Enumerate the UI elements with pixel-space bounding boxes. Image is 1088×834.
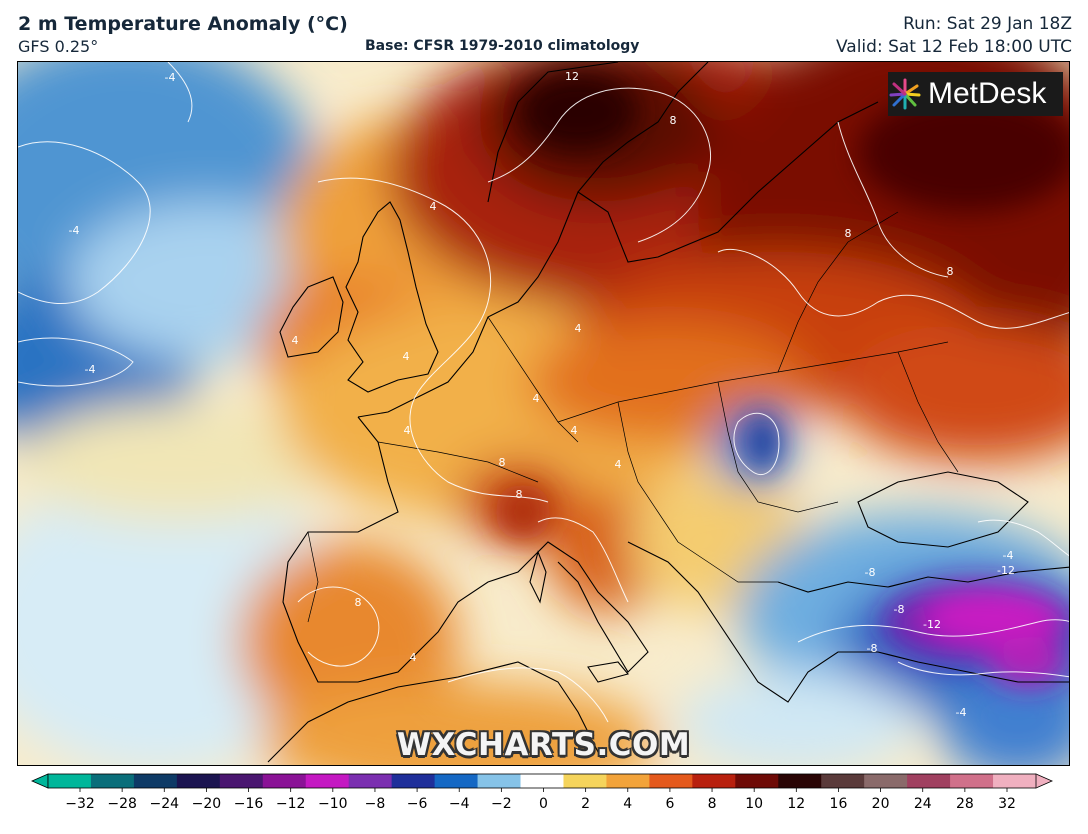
colorbar-segment <box>778 774 822 788</box>
contour-label: -8 <box>894 603 905 616</box>
colorbar-segment <box>735 774 779 788</box>
colorbar-ticks: −32 −28 −24 −20 −16 −12 −10 −8 −6 −4 −2 0 2 4 6 8 10 12 16… <box>65 788 1016 812</box>
colorbar-tick-label: 16 <box>830 796 848 812</box>
colorbar-tick-label: −2 <box>491 796 512 812</box>
contour-label: -12 <box>997 564 1015 577</box>
colorbar-tick-label: 2 <box>581 796 590 812</box>
colorbar-tick-label: −10 <box>318 796 348 812</box>
chart-title: 2 m Temperature Anomaly (°C) <box>18 13 348 35</box>
contour-label: -4 <box>69 224 80 237</box>
colorbar-segment <box>90 774 135 788</box>
valid-time: Valid: Sat 12 Feb 18:00 UTC <box>835 37 1072 57</box>
colorbar-segment <box>520 774 565 788</box>
contour-label: -4 <box>1003 549 1014 562</box>
colorbar-tick-label: 28 <box>956 796 974 812</box>
contour-label: -4 <box>165 71 176 84</box>
contour-label: 8 <box>947 265 954 278</box>
contour-label: 4 <box>615 458 622 471</box>
colorbar-tick-label: 8 <box>708 796 717 812</box>
contour-label: 4 <box>403 350 410 363</box>
colorbar-arrow-right <box>1035 773 1053 789</box>
contour-label: -4 <box>956 706 967 719</box>
colorbar-tick-label: 10 <box>745 796 763 812</box>
colorbar-canvas: −32 −28 −24 −20 −16 −12 −10 −8 −6 −4 −2 0 2 4 6 8 10 12 16… <box>31 773 1053 812</box>
colorbar-tick-label: 0 <box>539 796 548 812</box>
colorbar-arrow-left <box>31 773 49 789</box>
colorbar-tick-label: −8 <box>365 796 386 812</box>
metdesk-logo: MetDesk <box>888 72 1063 116</box>
contour-label: -12 <box>923 618 941 631</box>
colorbar-segment <box>48 774 92 788</box>
colorbar-tick-label: −32 <box>65 796 95 812</box>
coastlines <box>267 62 1069 763</box>
colorbar-segment <box>133 774 178 788</box>
contour-label: -8 <box>867 642 878 655</box>
map-canvas: -4 -4 -4 4 4 4 4 4 4 4 4 4 8 8 8 8 8 8 12 -4 -8 -8 -12 -12 -8 -4 <box>18 62 1069 765</box>
contour-label: -4 <box>85 363 96 376</box>
colorbar-segment <box>434 774 479 788</box>
colorbar-segment <box>864 774 908 788</box>
colorbar-segment <box>821 774 865 788</box>
colorbar-tick-label: 20 <box>872 796 890 812</box>
colorbar-segment <box>907 774 951 788</box>
colorbar-segments <box>31 773 1053 789</box>
contour-label: 4 <box>410 651 417 664</box>
contour-labels: -4 -4 -4 4 4 4 4 4 4 4 4 4 8 8 8 8 8 8 12 -4 -8 -8 -12 -12 -8 -4 <box>69 70 1015 719</box>
contour-label: 4 <box>533 392 540 405</box>
country-borders <box>307 211 959 623</box>
contour-label: 12 <box>565 70 579 83</box>
contour-lines <box>18 62 1069 723</box>
colorbar: −32 −28 −24 −20 −16 −12 −10 −8 −6 −4 −2 0 2 4 6 8 10 12 16… <box>0 770 1088 830</box>
colorbar-segment <box>692 774 736 788</box>
contour-label: -8 <box>865 566 876 579</box>
wxcharts-watermark: WXCHARTS.COM <box>396 727 691 763</box>
colorbar-tick-label: −6 <box>407 796 428 812</box>
colorbar-segment <box>563 774 608 788</box>
anomaly-cores <box>495 72 1069 687</box>
colorbar-tick-label: −12 <box>276 796 306 812</box>
colorbar-tick-label: −20 <box>192 796 222 812</box>
contour-label: 4 <box>404 424 411 437</box>
contour-label: 4 <box>430 200 437 213</box>
colorbar-tick-label: 24 <box>914 796 932 812</box>
colorbar-segment <box>262 774 307 788</box>
colorbar-segment <box>176 774 221 788</box>
colorbar-segment <box>477 774 522 788</box>
colorbar-tick-label: −28 <box>107 796 137 812</box>
run-time: Run: Sat 29 Jan 18Z <box>903 14 1072 34</box>
colorbar-tick-label: 32 <box>998 796 1016 812</box>
colorbar-segment <box>649 774 693 788</box>
colorbar-tick-label: −16 <box>234 796 264 812</box>
colorbar-frame <box>47 773 1037 789</box>
colorbar-tick-label: −4 <box>449 796 470 812</box>
model-name: GFS 0.25° <box>18 37 99 56</box>
colorbar-segment <box>993 774 1037 788</box>
colorbar-segment <box>391 774 436 788</box>
contour-label: 8 <box>670 114 677 127</box>
climatology-base: Base: CFSR 1979-2010 climatology <box>365 38 640 54</box>
contour-label: 4 <box>571 424 578 437</box>
metdesk-burst-icon <box>889 78 921 110</box>
contour-label: 4 <box>575 322 582 335</box>
colorbar-segment <box>606 774 650 788</box>
colorbar-segment <box>219 774 264 788</box>
colorbar-tick-label: −24 <box>149 796 179 812</box>
colorbar-segment <box>348 774 393 788</box>
logo-text: MetDesk <box>928 77 1047 110</box>
colorbar-tick-label: 6 <box>665 796 674 812</box>
colorbar-tick-label: 4 <box>623 796 632 812</box>
contour-label: 8 <box>355 596 362 609</box>
colorbar-segment <box>305 774 350 788</box>
anomaly-map: -4 -4 -4 4 4 4 4 4 4 4 4 4 8 8 8 8 8 8 12 -4 -8 -8 -12 -12 -8 -4 … <box>17 61 1070 766</box>
colorbar-tick-label: 12 <box>787 796 805 812</box>
contour-label: 4 <box>292 334 299 347</box>
colorbar-segment <box>950 774 994 788</box>
contour-label: 8 <box>516 488 523 501</box>
contour-label: 8 <box>845 227 852 240</box>
contour-label: 8 <box>499 456 506 469</box>
